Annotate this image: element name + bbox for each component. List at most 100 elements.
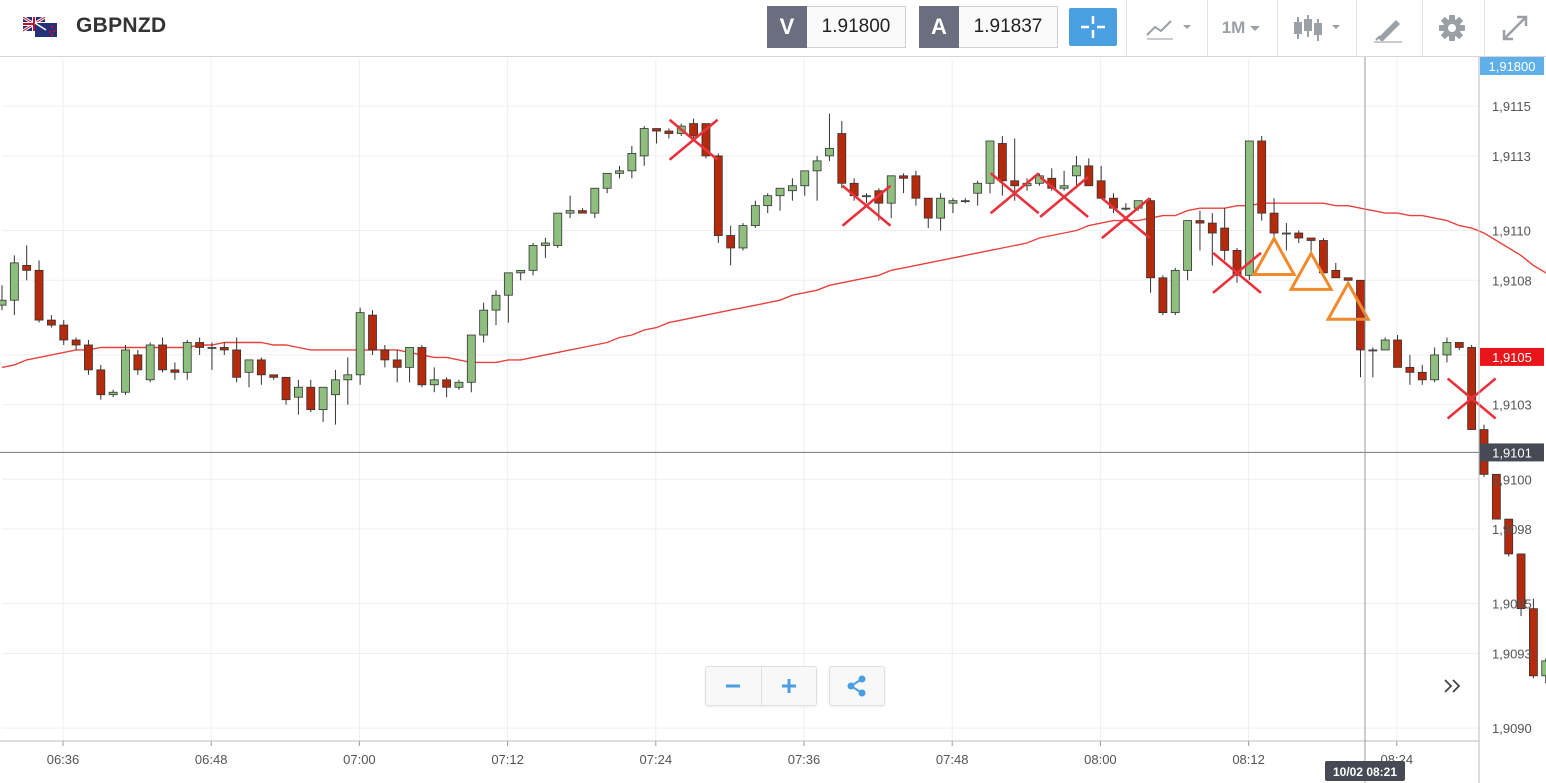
bearish-candle xyxy=(47,315,56,328)
bearish-candle xyxy=(195,337,205,355)
candle-body xyxy=(1294,232,1304,239)
candle-body xyxy=(936,197,945,219)
share-button[interactable] xyxy=(829,666,885,706)
bullish-candle xyxy=(1244,140,1254,281)
fullscreen-button[interactable] xyxy=(1490,8,1540,48)
candle-body xyxy=(1368,349,1378,352)
bullish-candle xyxy=(936,193,945,231)
bearish-candle xyxy=(1220,208,1230,261)
bearish-candle xyxy=(232,337,242,383)
candle-body xyxy=(442,379,452,388)
bearish-candle xyxy=(306,379,316,413)
bullish-candle xyxy=(627,145,637,179)
candle-body xyxy=(578,210,587,214)
candle-body xyxy=(1257,140,1267,214)
settings-button[interactable] xyxy=(1428,8,1476,48)
bullish-candle xyxy=(825,113,834,161)
candle-body xyxy=(763,195,773,207)
candle-body xyxy=(1084,165,1094,187)
candle-body xyxy=(1232,250,1242,276)
bullish-candle xyxy=(800,170,810,196)
candle-body xyxy=(1072,165,1081,177)
bullish-candle xyxy=(454,379,464,390)
crosshair-price-label-text: 1,9101 xyxy=(1492,445,1532,460)
price-chart[interactable]: 1,9115 1,9113 1,9110 1,9108 1,9105 1,9103 1,91… xyxy=(0,57,1546,783)
bullish-candle xyxy=(1183,220,1192,281)
bearish-candle xyxy=(726,225,736,266)
bearish-candle xyxy=(664,128,674,139)
candle-body xyxy=(1282,232,1291,235)
bearish-candle xyxy=(1393,335,1402,368)
candle-body xyxy=(1244,140,1254,276)
bearish-candle xyxy=(1146,198,1155,293)
candle-body xyxy=(355,312,365,376)
bearish-candle xyxy=(1084,158,1094,187)
y-tick-label: 1,9110 xyxy=(1492,224,1531,239)
bearish-candle xyxy=(1269,198,1279,241)
crosshair-button[interactable] xyxy=(1069,8,1117,46)
candle-body xyxy=(182,342,192,373)
candle-body xyxy=(479,309,489,336)
bullish-candle xyxy=(960,198,970,204)
x-tick-label: 08:00 xyxy=(1084,752,1117,767)
candle-body xyxy=(491,294,501,311)
candle-body xyxy=(417,347,427,386)
bullish-candle xyxy=(1059,170,1069,191)
y-tick-label: 1,9095 xyxy=(1492,597,1532,612)
candle-body xyxy=(1306,237,1316,241)
candle-body xyxy=(343,374,353,381)
instrument-symbol: GBPNZD xyxy=(76,14,167,37)
minus-icon xyxy=(726,684,741,688)
bullish-candle xyxy=(429,367,439,393)
bearish-candle xyxy=(1207,213,1217,266)
bearish-candle xyxy=(1467,344,1477,430)
x-tick-label: 07:36 xyxy=(788,752,821,767)
candle-body xyxy=(528,245,538,271)
bearish-candle xyxy=(1158,275,1168,316)
bullish-candle xyxy=(590,187,600,219)
bullish-candle xyxy=(602,172,612,194)
candle-body xyxy=(812,160,822,172)
candle-body xyxy=(750,205,760,226)
chart-type-button[interactable] xyxy=(1136,8,1198,48)
bullish-candle xyxy=(343,357,353,405)
candle-body xyxy=(219,347,229,351)
crosshair-time-bg xyxy=(1325,761,1405,781)
bullish-candle xyxy=(121,344,130,395)
x-cross-marker xyxy=(841,184,892,227)
candle-body xyxy=(145,344,155,381)
toolbar-divider xyxy=(1207,0,1208,57)
bullish-candle xyxy=(318,386,328,423)
bearish-candle xyxy=(997,136,1007,196)
candle-body xyxy=(392,359,402,368)
zoom-in-button[interactable] xyxy=(762,667,817,705)
bullish-candle xyxy=(331,369,340,425)
candle-type-button[interactable] xyxy=(1283,8,1351,48)
y-tick-label: 1,9100 xyxy=(1492,472,1532,487)
bearish-candle xyxy=(1417,364,1427,385)
candle-body xyxy=(726,235,736,249)
bullish-candle xyxy=(1380,337,1390,351)
bearish-candle xyxy=(923,197,933,229)
candle-body xyxy=(71,339,81,346)
crosshair-price-label-bg xyxy=(1480,443,1544,462)
bearish-candle xyxy=(281,376,291,405)
candle-body xyxy=(553,212,563,246)
candle-body xyxy=(1442,342,1452,356)
candle-body xyxy=(84,344,93,371)
zoom-out-button[interactable] xyxy=(706,667,762,705)
candle-body xyxy=(541,242,550,246)
candle-body xyxy=(973,182,983,194)
candle-body xyxy=(96,369,106,396)
candle-body xyxy=(652,128,661,132)
y-tick-label: 1,9103 xyxy=(1492,398,1532,413)
sell-price-box[interactable]: V 1.91800 xyxy=(767,6,906,48)
candle-body xyxy=(256,359,266,376)
buy-price-box[interactable]: A 1.91837 xyxy=(919,6,1058,48)
candle-body xyxy=(1146,200,1155,279)
drawing-tools-button[interactable] xyxy=(1362,8,1414,48)
bearish-candle xyxy=(158,337,167,373)
timeframe-dropdown[interactable]: 1M xyxy=(1212,8,1272,48)
candle-body xyxy=(602,172,612,189)
candle-body xyxy=(1269,212,1279,234)
